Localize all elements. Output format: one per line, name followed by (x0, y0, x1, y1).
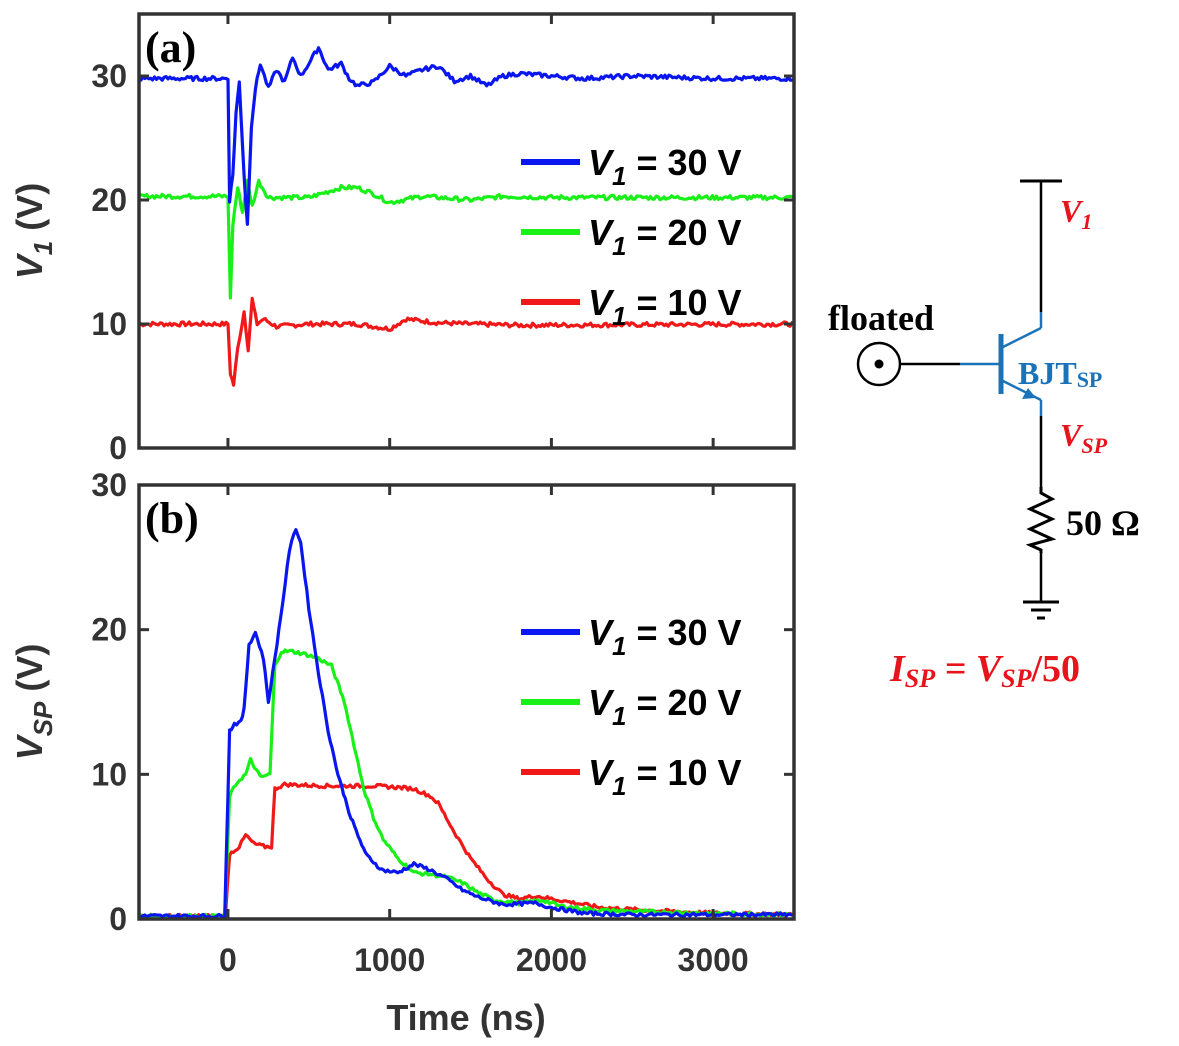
panel-b-ylabel-sub: SP (28, 701, 58, 736)
floated-terminal-dot (874, 359, 884, 369)
legend-b-20v: V1 = 20 V (588, 682, 742, 731)
legend-b-20v-v: V (588, 682, 615, 723)
eq-v: V (976, 648, 1004, 690)
series-b-30v (138, 528, 795, 920)
eq-equals: = (935, 648, 976, 690)
legend-b-30v-sub: 1 (612, 631, 626, 661)
series-a-30v (137, 46, 796, 226)
eq-i-sub: SP (905, 664, 936, 693)
xtick-label-b-1000: 1000 (354, 942, 425, 978)
legend-b-30v-v: V (588, 612, 615, 653)
panel-a-ticks: 0 10 20 30 (91, 14, 794, 466)
panel-a-ylabel-main: V (9, 252, 50, 279)
resistor-label: 50 Ω (1066, 503, 1140, 543)
legend-a-20v-sub: 1 (612, 231, 626, 261)
panel-b-ticks: 0 10 20 30 0 1000 2000 3000 (91, 467, 794, 978)
bjt-label: BJTSP (1018, 355, 1102, 392)
panel-a-label: (a) (145, 23, 196, 72)
legend-a-10v-value: = 10 V (626, 282, 741, 323)
v1-node-main: V (1060, 193, 1084, 229)
v1-node-sub: 1 (1081, 209, 1092, 234)
panel-b-label: (b) (145, 494, 199, 543)
eq-rest: /50 (1031, 648, 1081, 690)
legend-a-10v-v: V (588, 282, 615, 323)
ytick-label-b-30: 30 (91, 467, 127, 503)
bjt-label-main: BJT (1018, 355, 1077, 391)
legend-a-10v-sub: 1 (612, 301, 626, 331)
vsp-node-sub: SP (1081, 433, 1107, 458)
eq-v-sub: SP (1001, 664, 1032, 693)
v1-node-label: V1 (1060, 193, 1092, 234)
ytick-label-a-20: 20 (91, 182, 127, 218)
ytick-label-b-0: 0 (109, 901, 127, 937)
bjt-symbol (960, 312, 1043, 416)
legend-a-30v-value: = 30 V (626, 142, 741, 183)
xtick-label-b-2000: 2000 (516, 942, 587, 978)
panel-a-ylabel-unit: (V) (9, 183, 50, 241)
panel-a-legend: V1 = 30 V V1 = 20 V V1 = 10 V (521, 142, 742, 331)
legend-a-20v-value: = 20 V (626, 212, 741, 253)
ytick-label-b-10: 10 (91, 756, 127, 792)
legend-b-30v-value: = 30 V (626, 612, 741, 653)
panel-b-frame (137, 483, 796, 921)
panel-b-ylabel-main: V (9, 733, 50, 760)
vsp-node-main: V (1060, 417, 1084, 453)
ytick-label-a-10: 10 (91, 306, 127, 342)
legend-b-10v-v: V (588, 752, 615, 793)
panel-b-xlabel: Time (ns) (386, 997, 545, 1038)
bjt-emitter-arrow (1022, 388, 1036, 399)
bjt-label-sub: SP (1077, 367, 1103, 392)
xtick-label-b-3000: 3000 (678, 942, 749, 978)
panel-a-ylabel-sub: 1 (28, 241, 58, 255)
xtick-label-b-0: 0 (219, 942, 237, 978)
panel-a-series (137, 46, 796, 387)
ytick-label-a-0: 0 (109, 430, 127, 466)
resistor-symbol (1025, 487, 1057, 553)
current-equation: ISP = VSP/50 (889, 648, 1080, 693)
series-b-10v (137, 781, 795, 920)
panel-b-ylabel: VSP (V) (9, 644, 58, 761)
legend-a-30v-v: V (588, 142, 615, 183)
legend-a-30v: V1 = 30 V (588, 142, 742, 191)
ytick-label-a-30: 30 (91, 58, 127, 94)
panel-a-ylabel: V1 (V) (9, 183, 58, 279)
series-b-20v (138, 648, 794, 920)
legend-b-20v-value: = 20 V (626, 682, 741, 723)
vsp-node-label: VSP (1060, 417, 1108, 458)
legend-a-10v: V1 = 10 V (588, 282, 742, 331)
panel-b-legend: V1 = 30 V V1 = 20 V V1 = 10 V (521, 612, 742, 801)
floated-label: floated (828, 298, 934, 338)
series-a-10v (138, 296, 795, 387)
panel-b-ylabel-unit: (V) (9, 644, 50, 702)
legend-a-30v-sub: 1 (612, 161, 626, 191)
legend-a-20v: V1 = 20 V (588, 212, 742, 261)
panel-a-frame (137, 12, 796, 450)
panel-b-series (137, 528, 795, 920)
legend-b-30v: V1 = 30 V (588, 612, 742, 661)
bjt-collector-lead (1000, 326, 1042, 350)
legend-b-20v-sub: 1 (612, 701, 626, 731)
series-a-20v (138, 178, 795, 300)
legend-b-10v: V1 = 10 V (588, 752, 742, 801)
legend-b-10v-value: = 10 V (626, 752, 741, 793)
legend-a-20v-v: V (588, 212, 615, 253)
ytick-label-b-20: 20 (91, 612, 127, 648)
circuit-diagram: V1 floated BJTSP VSP 50 Ω ISP = VSP/50 (828, 179, 1140, 693)
eq-i: I (889, 648, 906, 690)
legend-b-10v-sub: 1 (612, 771, 626, 801)
